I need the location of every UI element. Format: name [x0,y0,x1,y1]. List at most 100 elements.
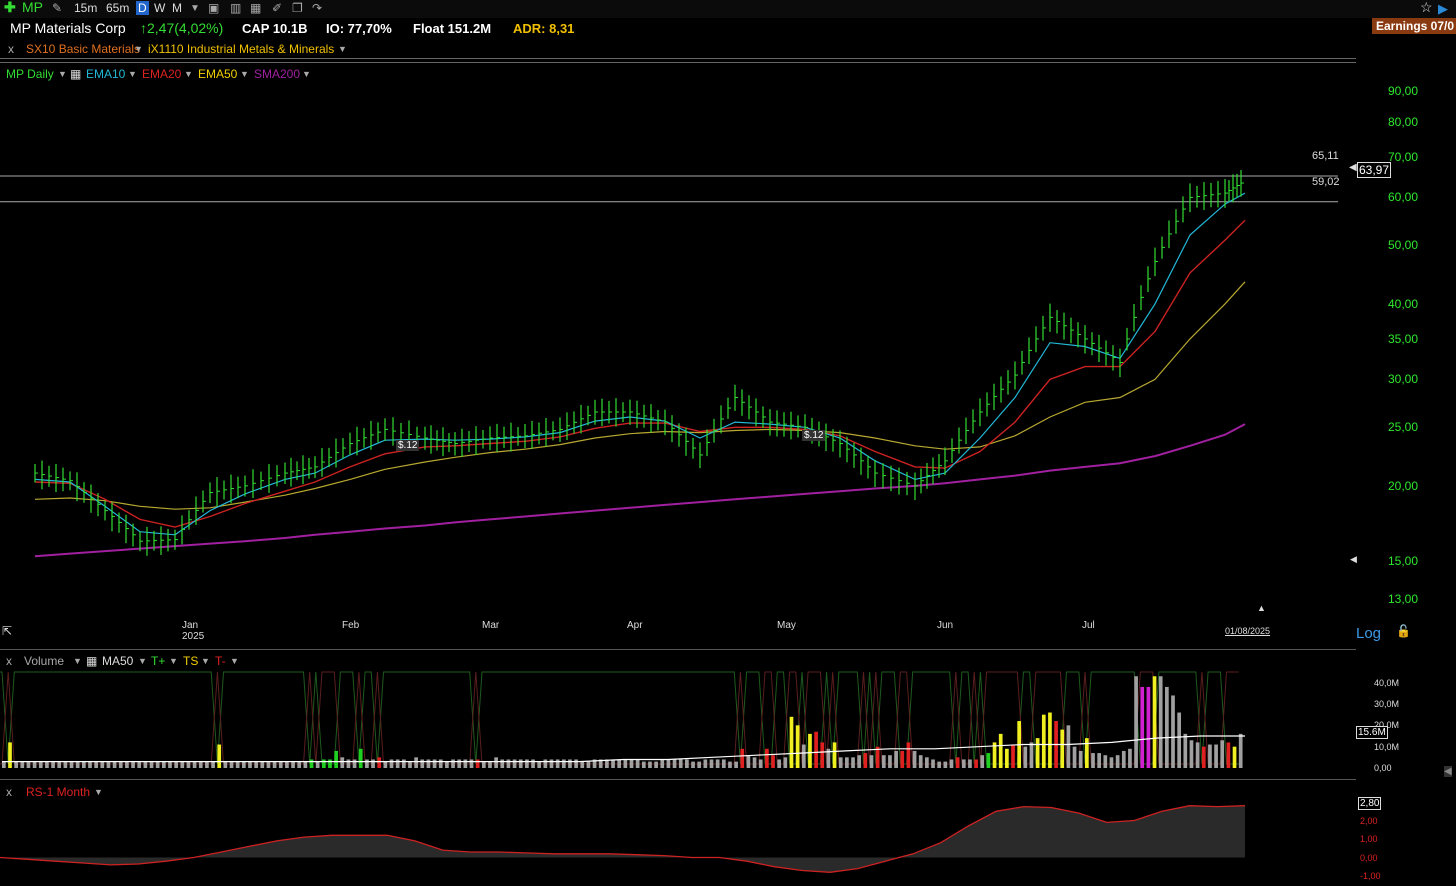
chevron-down-icon[interactable]: ▼ [138,656,147,666]
ts-label[interactable]: TS [183,654,199,668]
pencil-icon[interactable]: ✎ [52,1,63,15]
symbol-label[interactable]: MP [22,0,43,15]
price-pointer-icon: ◀ [1349,162,1357,173]
volume-bar [125,761,129,768]
volume-bar [420,759,425,768]
chevron-down-icon[interactable]: ▼ [184,69,193,79]
industry-label[interactable]: iX1110 Industrial Metals & Minerals [148,42,335,56]
interval-65m[interactable]: 65m [106,1,130,15]
chevron-down-icon[interactable]: ▼ [338,44,347,54]
legend-ema10[interactable]: EMA10 [86,67,126,81]
volume-bar [377,757,382,768]
chevron-down-icon[interactable]: ▼ [240,69,249,79]
ema20-line [34,219,1246,528]
volume-bar [321,759,326,768]
copy-icon[interactable]: ❐ [292,1,303,15]
volume-bar [992,742,997,768]
triangle-up-icon[interactable]: ▲ [1257,603,1266,613]
chevron-down-icon[interactable]: ▼ [134,44,143,54]
dividend-marker[interactable]: $.12 [802,430,826,441]
volume-bar [38,761,43,768]
ma50-label[interactable]: MA50 [102,654,134,668]
ema10-line [34,192,1246,536]
legend-daily[interactable]: MP Daily [6,67,54,81]
chevron-down-icon[interactable]: ▼ [94,787,103,797]
dividend-marker[interactable]: $.12 [396,440,420,451]
earnings-badge[interactable]: Earnings 07/0 [1372,18,1456,34]
volume-bar [457,759,462,768]
cursor-date: 01/08/2025 [1225,626,1271,636]
volume-bar [32,761,37,768]
volume-chart[interactable] [0,668,1356,772]
volume-bar [229,761,234,768]
volume-bar [241,761,246,768]
price-chart[interactable] [0,60,1356,650]
volume-bar [709,759,714,768]
volume-bar [998,733,1003,768]
draw-icon[interactable]: ✐ [272,1,283,15]
float-value: Float 151.2M [413,21,492,36]
volume-bar [149,761,154,768]
log-scale-toggle[interactable]: Log [1356,625,1382,642]
rs-title[interactable]: RS-1 Month [26,785,91,799]
chevron-down-icon[interactable]: ▼ [73,656,82,666]
tplus-label[interactable]: T+ [151,654,166,668]
tminus-label[interactable]: T- [215,654,226,668]
rs-tick-label: -1,00 [1360,871,1381,881]
interval-15m[interactable]: 15m [74,1,98,15]
volume-title[interactable]: Volume [24,654,65,668]
chevron-down-icon[interactable]: ▼ [169,656,178,666]
volume-bar [721,759,726,768]
chart-type-icon[interactable]: ▣ [208,1,220,15]
tick-pointer-icon: ◀ [1350,554,1357,565]
chevron-down-icon[interactable]: ▼ [230,656,239,666]
interval-d[interactable]: D [136,1,149,15]
volume-bar [1121,750,1126,768]
legend-ema50[interactable]: EMA50 [198,67,238,81]
play-icon[interactable]: ▶ [1438,1,1448,16]
chevron-down-icon[interactable]: ▼ [201,656,210,666]
share-icon[interactable]: ↷ [312,1,323,15]
legend-ema20[interactable]: EMA20 [142,67,182,81]
volume-bar [63,761,68,768]
chevron-down-icon[interactable]: ▼ [128,69,137,79]
volume-y-axis: 40,0M 30,0M 20,0M 10,0M 0,00 [1356,668,1456,778]
legend-sma200[interactable]: SMA200 [254,67,301,81]
bars-icon[interactable]: ▥ [230,1,242,15]
chevron-down-icon[interactable]: ▼ [58,69,67,79]
star-icon[interactable]: ☆ [1420,0,1433,15]
lock-icon[interactable]: 🔓 [1396,624,1411,638]
price-tick-label: 13,00 [1388,591,1419,606]
volume-bar [968,759,972,768]
volume-bar [900,750,905,768]
close-rs-button[interactable]: x [6,785,12,799]
chevron-down-icon[interactable]: ▼ [302,69,311,79]
interval-m[interactable]: M [172,1,182,15]
calculator-icon[interactable]: ▦ [250,1,262,15]
volume-bar [88,761,92,768]
volume-bar [371,759,375,768]
volume-bar [494,757,498,768]
expand-icon[interactable]: ⇱ [2,624,13,638]
close-sector-button[interactable]: x [8,42,14,56]
volume-bar [174,761,178,768]
plus-icon[interactable]: ✚ [4,0,16,15]
volume-bar [777,759,782,768]
chevron-down-icon[interactable]: ▼ [190,3,200,14]
date-tick-label: Mar [482,620,500,631]
volume-bar [974,759,978,768]
interval-w[interactable]: W [154,1,166,15]
grid-icon[interactable]: ▦ [86,654,98,668]
divider [0,779,1356,780]
volume-bar [1201,746,1206,768]
close-volume-button[interactable]: x [6,654,12,668]
sma200-line [34,423,1246,558]
rs-chart[interactable] [0,796,1356,886]
sector-label[interactable]: SX10 Basic Materials [26,42,141,56]
grid-icon[interactable]: ▦ [70,67,82,81]
volume-bar [525,759,529,768]
scroll-right-icon[interactable]: ◀ [1444,766,1452,777]
volume-bar [703,759,708,768]
volume-bar [45,761,49,768]
volume-bar [641,761,646,768]
